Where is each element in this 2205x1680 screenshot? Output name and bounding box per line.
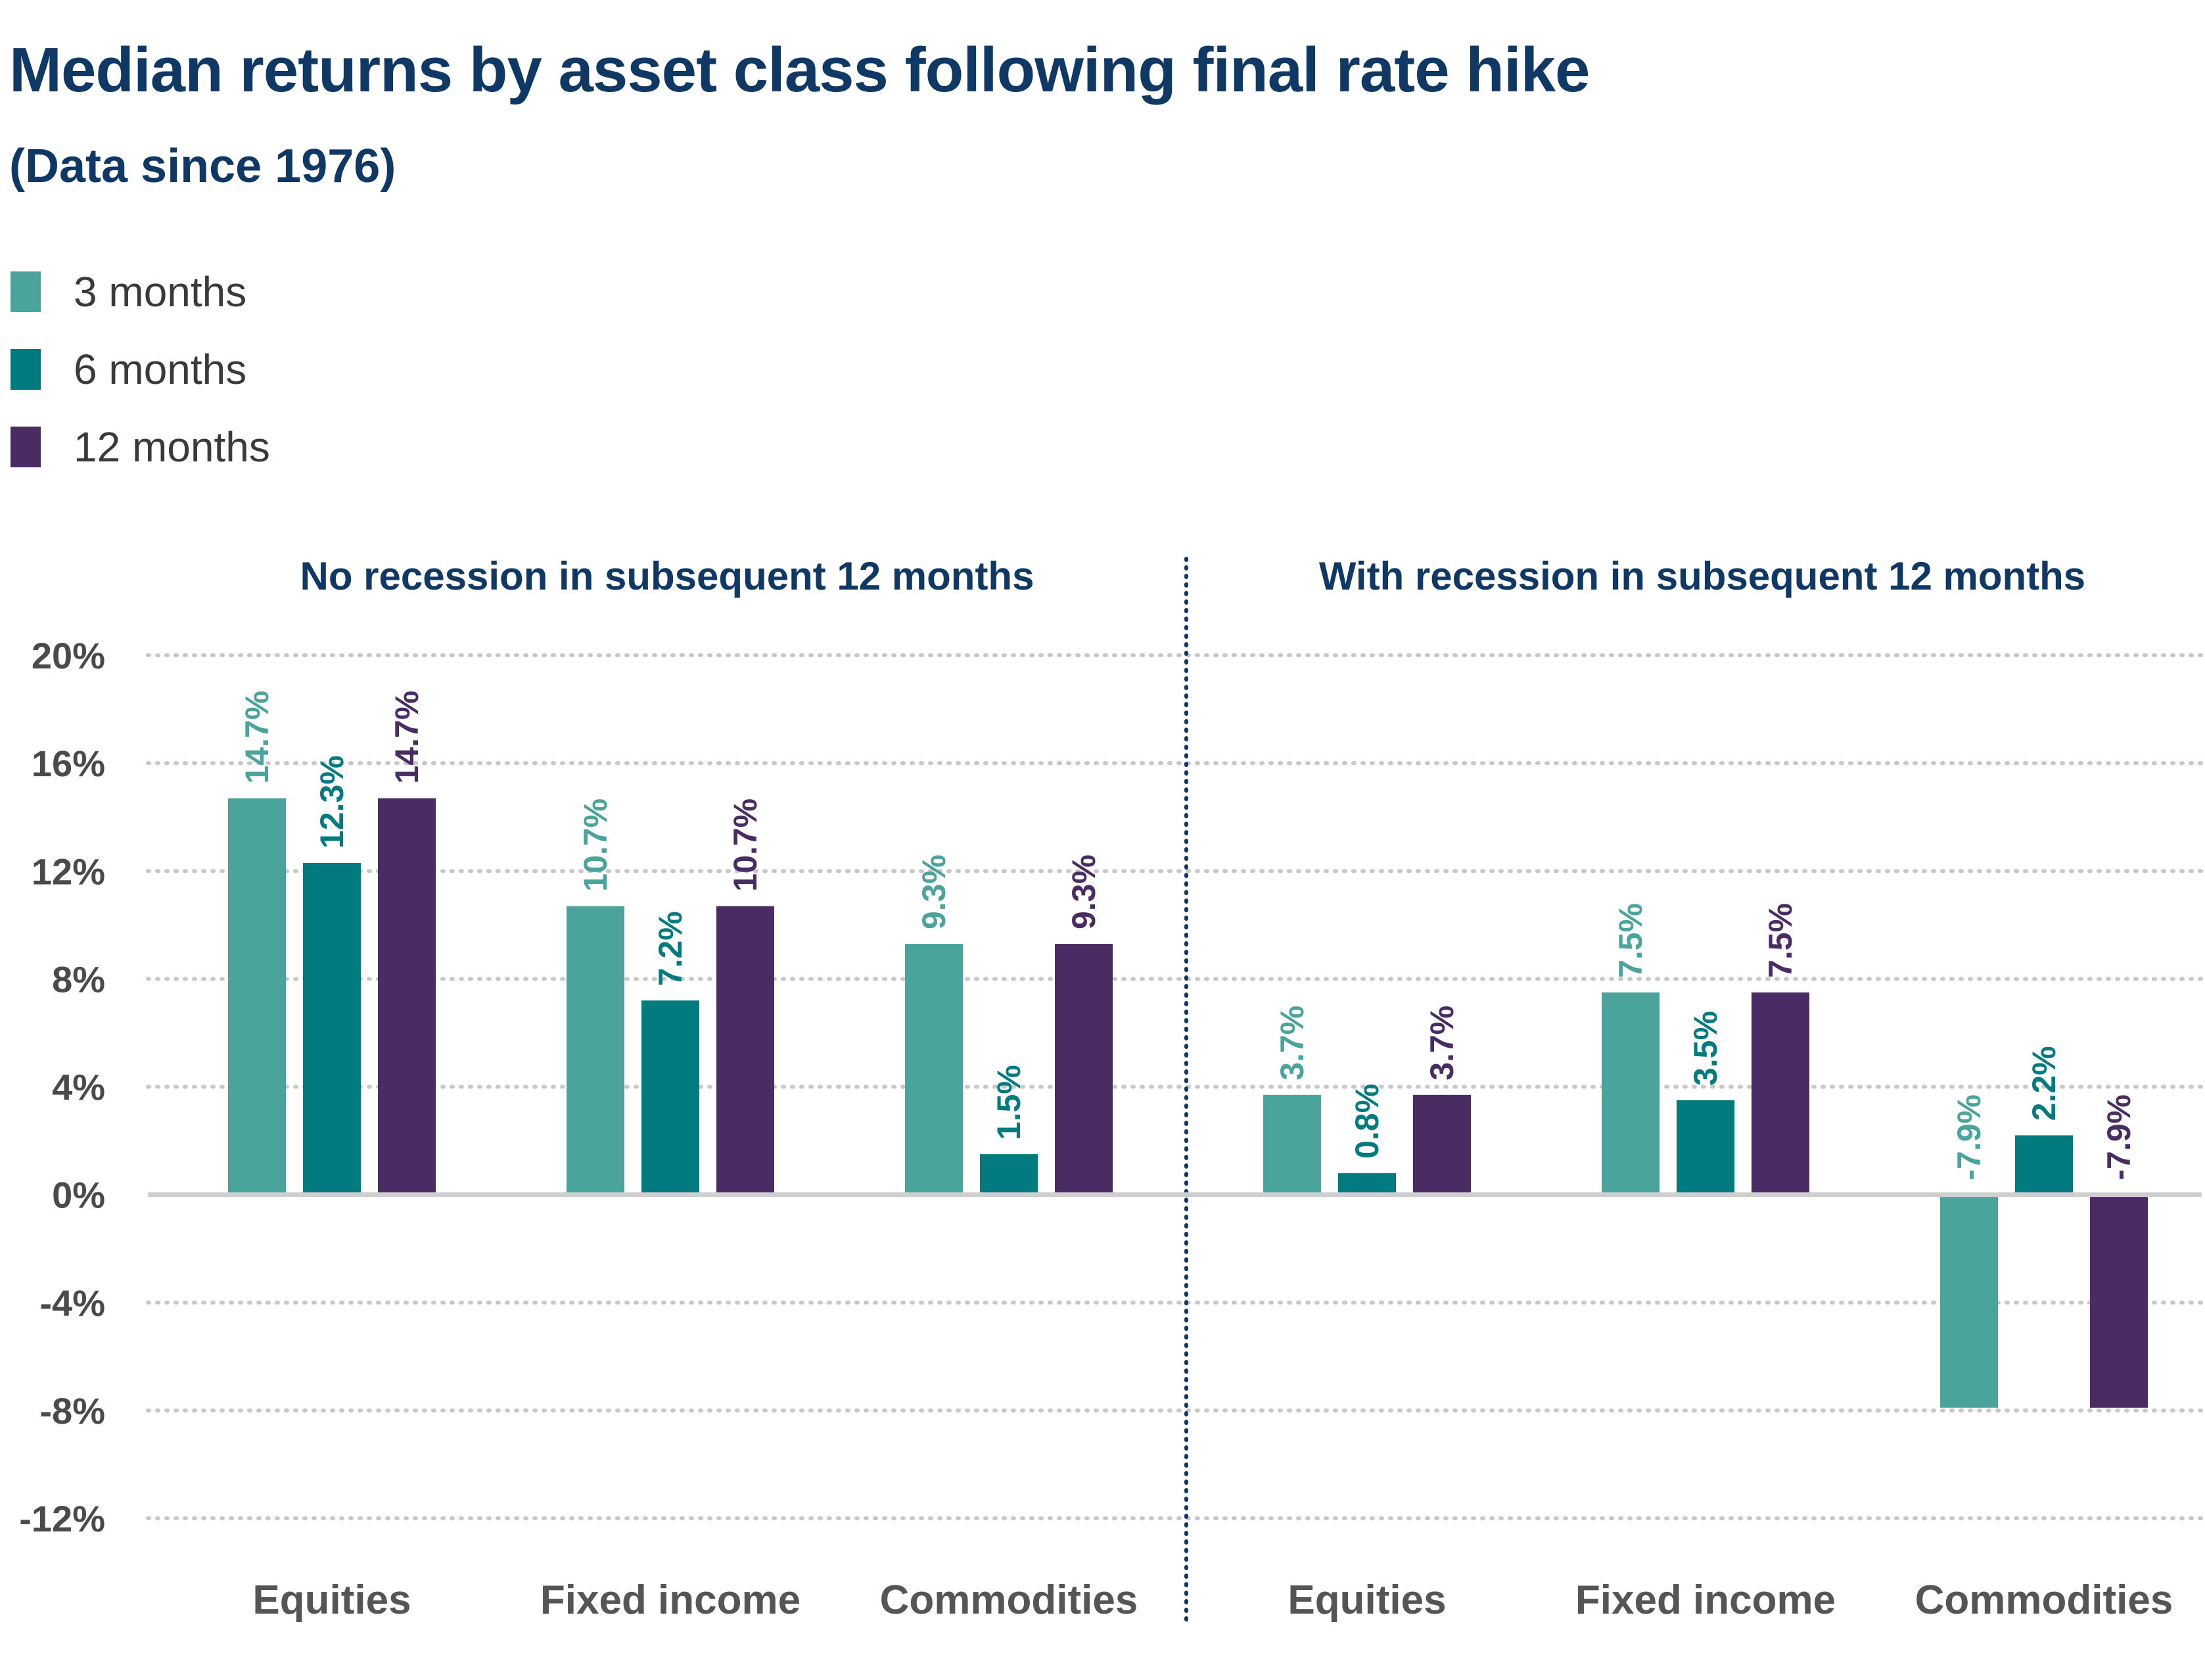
bar-commodities-12-months-panel-1 xyxy=(1055,944,1113,1195)
value-label-commodities-6-months-panel-2: 2.2% xyxy=(2026,1046,2062,1121)
value-label-equities-3-months-panel-1: 14.7% xyxy=(239,691,275,784)
legend: 3 months 6 months 12 months xyxy=(11,253,270,486)
bar-fixed-income-6-months-panel-1 xyxy=(641,1000,699,1195)
legend-swatch-6-months xyxy=(11,349,41,390)
bar-fixed-income-3-months-panel-2 xyxy=(1602,992,1660,1195)
bar-fixed-income-12-months-panel-1 xyxy=(716,906,774,1195)
bar-equities-12-months-panel-2 xyxy=(1413,1094,1471,1195)
chart-subtitle: (Data since 1976) xyxy=(9,140,396,193)
bar-commodities-3-months-panel-2 xyxy=(1940,1194,1998,1408)
x-category-label-commodities-1: Commodities xyxy=(880,1577,1138,1623)
bar-commodities-6-months-panel-2 xyxy=(2015,1135,2073,1195)
value-label-equities-12-months-panel-1: 14.7% xyxy=(388,691,425,784)
y-tick-label-12: 12% xyxy=(32,851,105,892)
legend-item-12-months: 12 months xyxy=(11,408,270,486)
bar-fixed-income-3-months-panel-1 xyxy=(567,906,624,1195)
y-tick-label-0: 0% xyxy=(52,1175,105,1216)
legend-item-3-months: 3 months xyxy=(11,253,270,331)
value-label-fixed-income-12-months-panel-2: 7.5% xyxy=(1762,903,1799,978)
x-category-label-fixed-income-2: Fixed income xyxy=(1575,1577,1836,1623)
value-label-equities-12-months-panel-2: 3.7% xyxy=(1424,1006,1460,1081)
value-label-commodities-12-months-panel-1: 9.3% xyxy=(1065,854,1102,929)
value-label-fixed-income-6-months-panel-1: 7.2% xyxy=(652,911,689,986)
x-category-label-equities-1: Equities xyxy=(252,1577,411,1623)
chart-title: Median returns by asset class following … xyxy=(9,35,1590,105)
value-label-equities-6-months-panel-1: 12.3% xyxy=(313,755,350,849)
value-label-fixed-income-3-months-panel-1: 10.7% xyxy=(577,799,614,892)
value-label-fixed-income-6-months-panel-2: 3.5% xyxy=(1687,1011,1724,1086)
bar-commodities-6-months-panel-1 xyxy=(980,1154,1038,1195)
x-category-label-commodities-2: Commodities xyxy=(1915,1577,2173,1623)
bar-equities-12-months-panel-1 xyxy=(378,798,436,1195)
bar-equities-3-months-panel-2 xyxy=(1263,1094,1321,1195)
bar-fixed-income-6-months-panel-2 xyxy=(1677,1100,1734,1195)
legend-label-12-months: 12 months xyxy=(74,423,270,471)
value-label-equities-3-months-panel-2: 3.7% xyxy=(1274,1006,1311,1081)
value-label-commodities-6-months-panel-1: 1.5% xyxy=(990,1065,1027,1140)
y-tick-label-4: -4% xyxy=(39,1282,105,1324)
value-label-fixed-income-12-months-panel-1: 10.7% xyxy=(727,799,764,892)
legend-label-3-months: 3 months xyxy=(74,268,247,315)
y-tick-label-20: 20% xyxy=(32,635,105,676)
y-tick-label-4: 4% xyxy=(52,1067,105,1108)
legend-item-6-months: 6 months xyxy=(11,331,270,408)
y-tick-label-16: 16% xyxy=(32,743,105,784)
bar-commodities-12-months-panel-2 xyxy=(2090,1194,2148,1408)
value-label-equities-6-months-panel-2: 0.8% xyxy=(1349,1084,1385,1159)
bar-equities-6-months-panel-2 xyxy=(1338,1173,1396,1195)
bar-commodities-3-months-panel-1 xyxy=(905,944,963,1195)
y-tick-label-12: -12% xyxy=(19,1498,105,1539)
value-label-commodities-3-months-panel-2: -7.9% xyxy=(1951,1094,1987,1180)
y-tick-label-8: 8% xyxy=(52,958,105,1000)
panel-title-2: With recession in subsequent 12 months xyxy=(1319,554,2085,598)
legend-label-6-months: 6 months xyxy=(74,346,247,393)
bar-equities-6-months-panel-1 xyxy=(303,862,361,1195)
value-label-commodities-3-months-panel-1: 9.3% xyxy=(916,854,952,929)
bar-equities-3-months-panel-1 xyxy=(228,798,286,1195)
legend-swatch-12-months xyxy=(11,427,41,467)
x-category-label-equities-2: Equities xyxy=(1288,1577,1446,1623)
legend-swatch-3-months xyxy=(11,271,41,312)
value-label-fixed-income-3-months-panel-2: 7.5% xyxy=(1612,903,1649,978)
x-category-label-fixed-income-1: Fixed income xyxy=(540,1577,801,1623)
panel-title-1: No recession in subsequent 12 months xyxy=(300,554,1034,598)
bar-fixed-income-12-months-panel-2 xyxy=(1752,992,1809,1195)
y-tick-label-8: -8% xyxy=(39,1390,105,1432)
value-label-commodities-12-months-panel-2: -7.9% xyxy=(2101,1094,2137,1180)
